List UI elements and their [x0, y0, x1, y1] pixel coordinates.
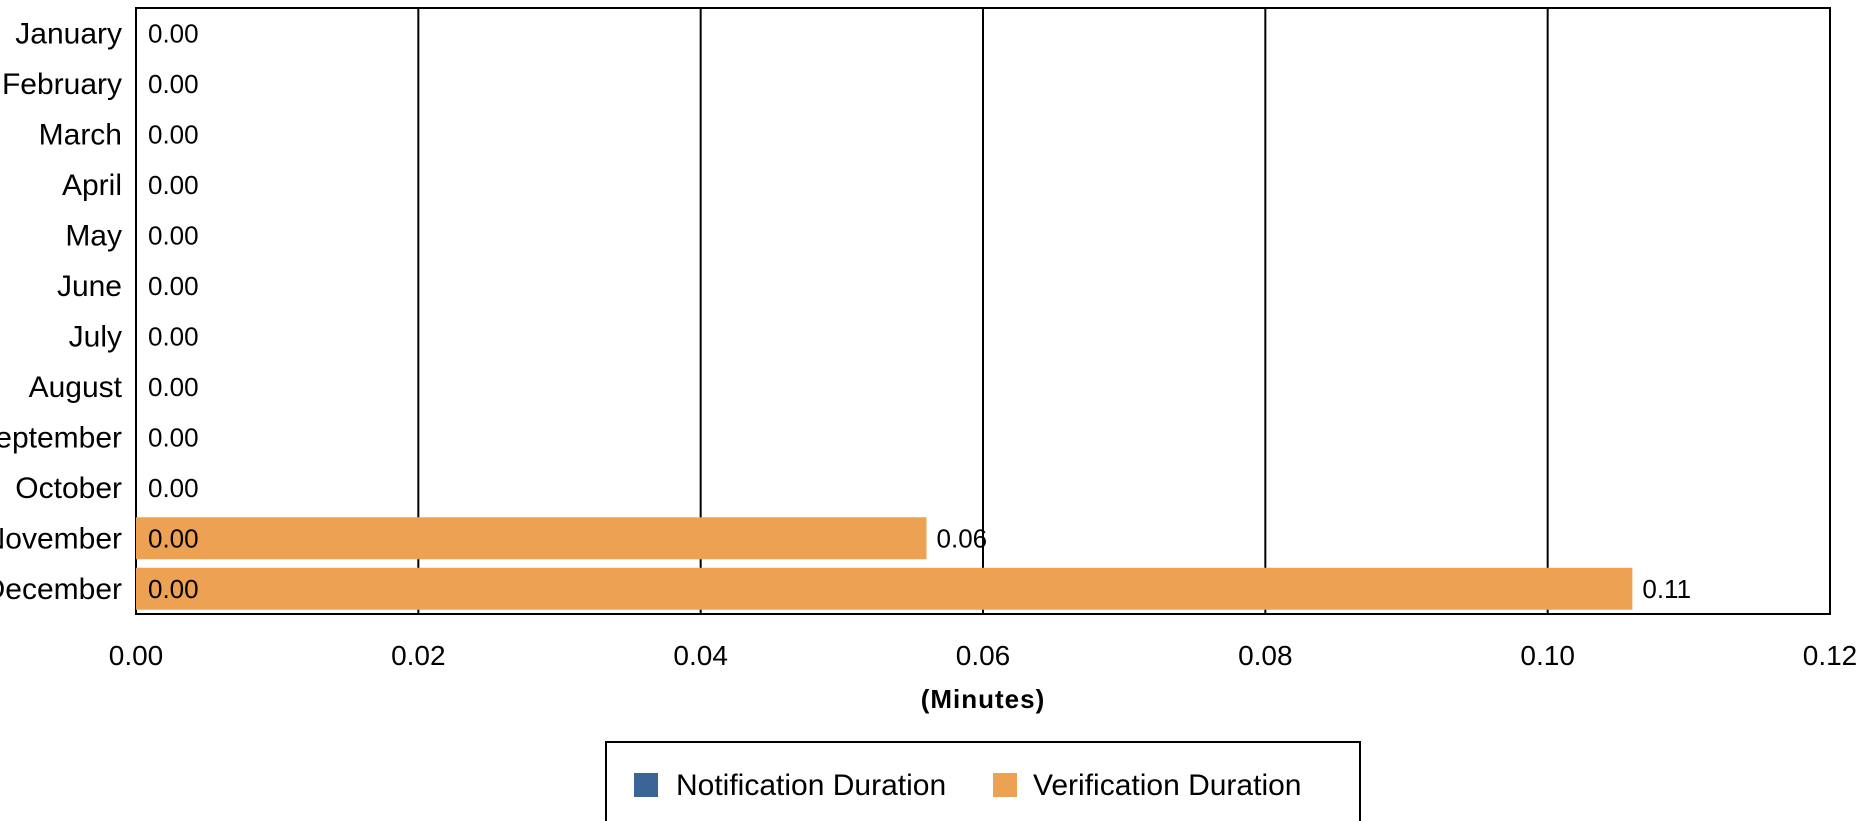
category-label: November	[0, 522, 122, 555]
x-axis-title: (Minutes)	[921, 684, 1046, 714]
category-label: September	[0, 421, 122, 454]
value-label-notification: 0.00	[148, 170, 199, 200]
value-label-notification: 0.00	[148, 473, 199, 503]
category-label: July	[69, 320, 122, 353]
category-label: March	[39, 118, 122, 151]
category-label: December	[0, 573, 122, 606]
bars	[136, 517, 1633, 610]
category-label: August	[29, 371, 123, 404]
value-label-notification: 0.00	[148, 372, 199, 402]
value-label-notification: 0.00	[148, 119, 199, 149]
x-tick-label: 0.06	[956, 640, 1011, 671]
category-label: May	[65, 219, 122, 252]
gridlines	[417, 8, 1549, 614]
x-tick-labels: 0.00 0.02 0.04 0.06 0.08 0.10 0.12	[109, 640, 1858, 671]
legend: Notification Duration Verification Durat…	[605, 741, 1361, 821]
legend-swatch-notification	[634, 773, 658, 797]
category-label: January	[15, 17, 122, 50]
value-label-verification: 0.06	[937, 523, 988, 553]
value-label-notification: 0.00	[148, 523, 199, 553]
category-label: April	[62, 169, 122, 202]
x-tick-label: 0.02	[391, 640, 446, 671]
bar-verification	[136, 517, 927, 560]
category-labels: January February March April May June July Augu…	[0, 17, 123, 606]
legend-swatch-verification	[993, 773, 1017, 797]
x-tick-label: 0.10	[1520, 640, 1575, 671]
value-label-notification: 0.00	[148, 220, 199, 250]
value-label-notification: 0.00	[148, 321, 199, 351]
legend-label-notification: Notification Duration	[676, 769, 946, 802]
x-tick-label: 0.12	[1803, 640, 1858, 671]
value-label-notification: 0.00	[148, 574, 199, 604]
x-tick-label: 0.00	[109, 640, 164, 671]
value-labels: 0.00 0.00 0.00 0.00 0.00 0.00 0.00 0.00 0.00 0.00…	[148, 18, 1691, 604]
legend-label-verification: Verification Duration	[1033, 769, 1301, 802]
value-label-notification: 0.00	[148, 69, 199, 99]
value-label-notification: 0.00	[148, 18, 199, 48]
bar-verification	[136, 567, 1633, 610]
category-label: June	[57, 270, 122, 303]
x-tick-label: 0.04	[673, 640, 728, 671]
category-label: October	[15, 472, 122, 505]
category-label: February	[2, 68, 122, 101]
value-label-notification: 0.00	[148, 271, 199, 301]
x-tick-label: 0.08	[1238, 640, 1293, 671]
legend-box	[605, 741, 1361, 821]
value-label-verification: 0.11	[1642, 574, 1691, 604]
value-label-notification: 0.00	[148, 422, 199, 452]
